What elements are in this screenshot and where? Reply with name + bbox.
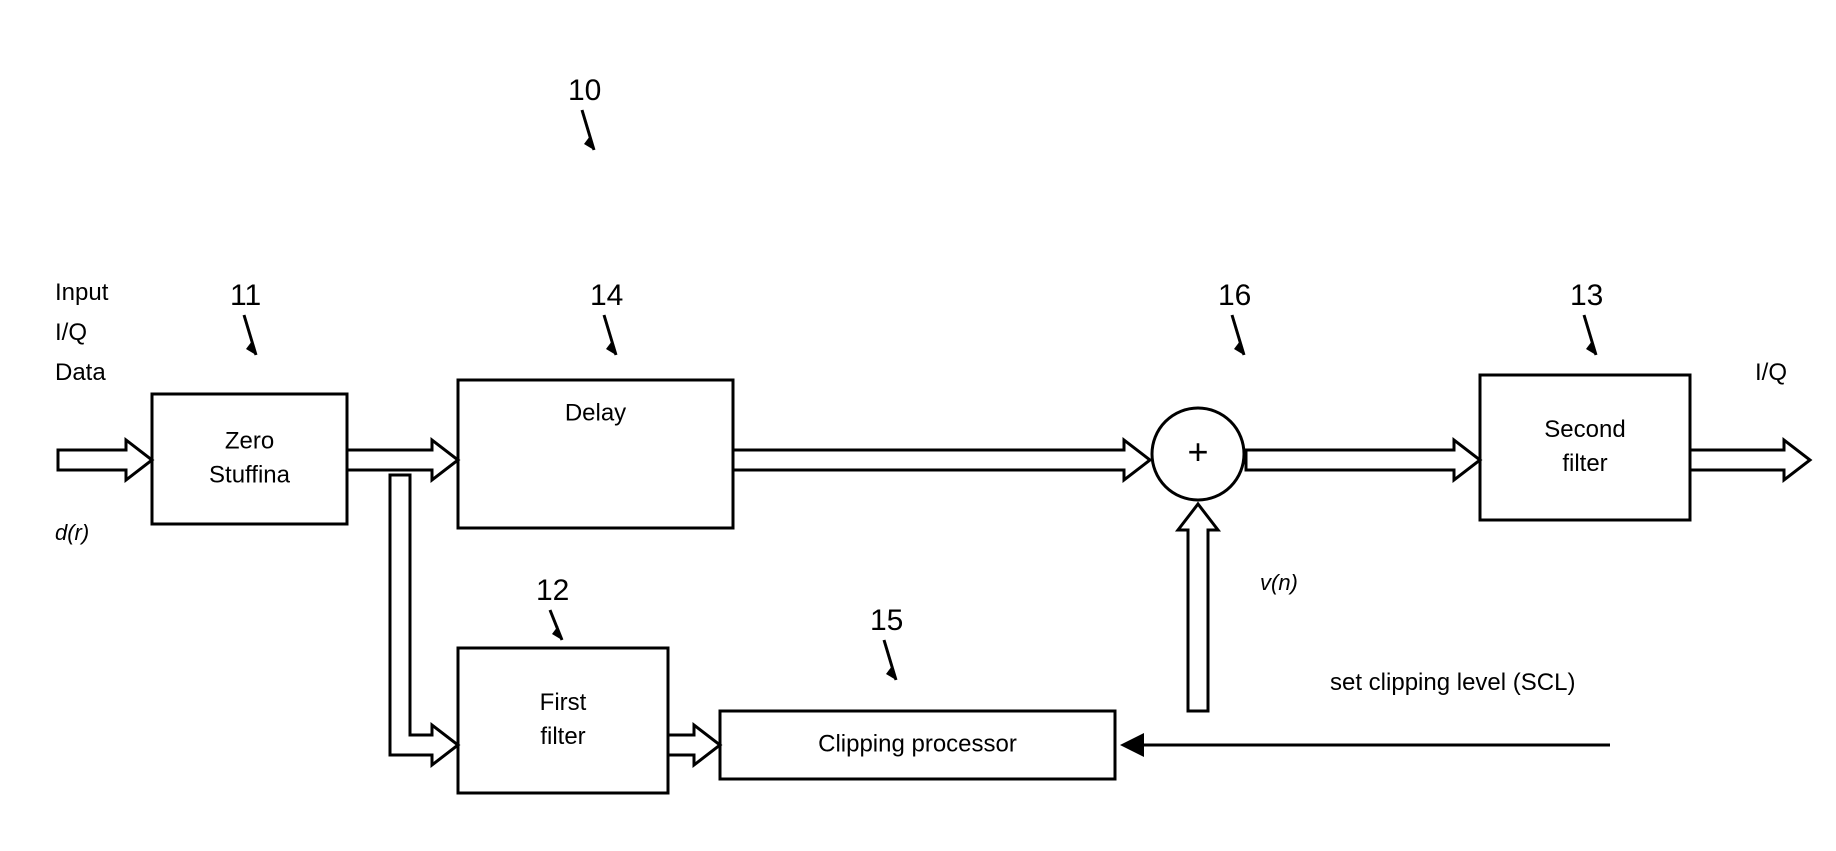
block-label-zero_stuffing-0: Zero xyxy=(225,427,274,454)
ref-10: 10 xyxy=(568,74,601,107)
block-label-second_filter-1: filter xyxy=(1562,450,1607,477)
label-scl: set clipping level (SCL) xyxy=(1330,669,1575,696)
ref-12: 12 xyxy=(536,574,569,607)
block-label-first_filter-1: filter xyxy=(540,723,585,750)
label-input-0: Input xyxy=(55,279,109,306)
label-dr: d(r) xyxy=(55,520,89,545)
label-vn: v(n) xyxy=(1260,570,1298,595)
block-label-clipping_processor-0: Clipping processor xyxy=(818,730,1017,757)
label-input-2: Data xyxy=(55,359,106,386)
ref-16: 16 xyxy=(1218,279,1251,312)
ref-15: 15 xyxy=(870,604,903,637)
block-label-second_filter-0: Second xyxy=(1544,416,1625,443)
label-input-1: I/Q xyxy=(55,319,87,346)
block-label-delay-0: Delay xyxy=(565,399,626,426)
block-label-first_filter-0: First xyxy=(540,689,587,716)
label-output-iq: I/Q xyxy=(1755,359,1787,386)
summing-plus: + xyxy=(1187,431,1208,472)
block-label-zero_stuffing-1: Stuffina xyxy=(209,461,291,488)
ref-11: 11 xyxy=(230,279,261,312)
ref-14: 14 xyxy=(590,279,623,312)
ref-13: 13 xyxy=(1570,279,1603,312)
